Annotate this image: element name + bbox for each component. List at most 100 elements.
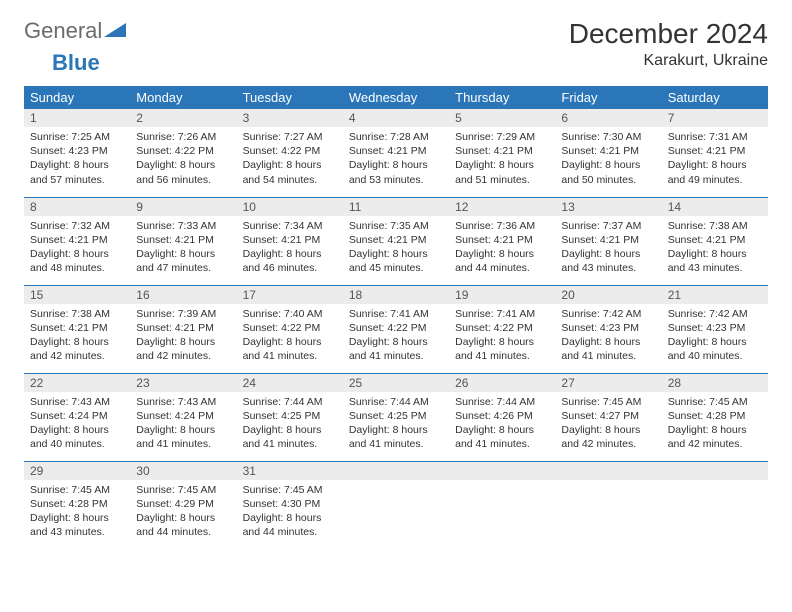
day-number: 11 [343,198,449,216]
calendar-day-cell: .. [662,461,768,549]
weekday-header: Saturday [662,86,768,109]
calendar-day-cell: 3Sunrise: 7:27 AMSunset: 4:22 PMDaylight… [237,109,343,197]
calendar-day-cell: 27Sunrise: 7:45 AMSunset: 4:27 PMDayligh… [555,373,661,461]
calendar-day-cell: 20Sunrise: 7:42 AMSunset: 4:23 PMDayligh… [555,285,661,373]
day-detail-text: Sunrise: 7:44 AMSunset: 4:25 PMDaylight:… [343,392,449,456]
day-number: . [343,462,449,480]
calendar-day-cell: 17Sunrise: 7:40 AMSunset: 4:22 PMDayligh… [237,285,343,373]
day-detail-text: Sunrise: 7:33 AMSunset: 4:21 PMDaylight:… [130,216,236,280]
day-detail-text: Sunrise: 7:43 AMSunset: 4:24 PMDaylight:… [130,392,236,456]
calendar-day-cell: 6Sunrise: 7:30 AMSunset: 4:21 PMDaylight… [555,109,661,197]
weekday-header: Tuesday [237,86,343,109]
day-number: 1 [24,109,130,127]
day-detail-text: Sunrise: 7:38 AMSunset: 4:21 PMDaylight:… [662,216,768,280]
day-detail-text: Sunrise: 7:45 AMSunset: 4:28 PMDaylight:… [24,480,130,544]
month-title: December 2024 [569,18,768,50]
brand-text-blue: Blue [52,50,100,75]
day-detail-text: Sunrise: 7:40 AMSunset: 4:22 PMDaylight:… [237,304,343,368]
day-number: 18 [343,286,449,304]
calendar-day-cell: .. [343,461,449,549]
brand-logo: General [24,18,128,44]
weekday-header: Sunday [24,86,130,109]
day-number: 28 [662,374,768,392]
calendar-week-row: 8Sunrise: 7:32 AMSunset: 4:21 PMDaylight… [24,197,768,285]
day-number: 23 [130,374,236,392]
day-number: 27 [555,374,661,392]
calendar-head: SundayMondayTuesdayWednesdayThursdayFrid… [24,86,768,109]
day-number: 10 [237,198,343,216]
weekday-header: Thursday [449,86,555,109]
day-detail-text: Sunrise: 7:35 AMSunset: 4:21 PMDaylight:… [343,216,449,280]
calendar-day-cell: .. [449,461,555,549]
day-detail-text: Sunrise: 7:41 AMSunset: 4:22 PMDaylight:… [343,304,449,368]
weekday-header: Monday [130,86,236,109]
day-number: 26 [449,374,555,392]
day-detail-text: Sunrise: 7:38 AMSunset: 4:21 PMDaylight:… [24,304,130,368]
day-number: 24 [237,374,343,392]
calendar-body: 1Sunrise: 7:25 AMSunset: 4:23 PMDaylight… [24,109,768,549]
day-detail-text: Sunrise: 7:32 AMSunset: 4:21 PMDaylight:… [24,216,130,280]
weekday-row: SundayMondayTuesdayWednesdayThursdayFrid… [24,86,768,109]
day-number: 30 [130,462,236,480]
calendar-day-cell: 11Sunrise: 7:35 AMSunset: 4:21 PMDayligh… [343,197,449,285]
day-detail-text: Sunrise: 7:29 AMSunset: 4:21 PMDaylight:… [449,127,555,191]
calendar-week-row: 22Sunrise: 7:43 AMSunset: 4:24 PMDayligh… [24,373,768,461]
day-detail-text: Sunrise: 7:37 AMSunset: 4:21 PMDaylight:… [555,216,661,280]
calendar-day-cell: 31Sunrise: 7:45 AMSunset: 4:30 PMDayligh… [237,461,343,549]
day-number: . [555,462,661,480]
day-detail-text: Sunrise: 7:34 AMSunset: 4:21 PMDaylight:… [237,216,343,280]
title-block: December 2024 Karakurt, Ukraine [569,18,768,70]
calendar-day-cell: 5Sunrise: 7:29 AMSunset: 4:21 PMDaylight… [449,109,555,197]
day-number: 31 [237,462,343,480]
day-number: . [662,462,768,480]
day-number: 19 [449,286,555,304]
calendar-day-cell: 2Sunrise: 7:26 AMSunset: 4:22 PMDaylight… [130,109,236,197]
calendar-day-cell: 9Sunrise: 7:33 AMSunset: 4:21 PMDaylight… [130,197,236,285]
calendar-table: SundayMondayTuesdayWednesdayThursdayFrid… [24,86,768,549]
calendar-day-cell: 26Sunrise: 7:44 AMSunset: 4:26 PMDayligh… [449,373,555,461]
day-number: 7 [662,109,768,127]
day-detail-text: Sunrise: 7:44 AMSunset: 4:25 PMDaylight:… [237,392,343,456]
calendar-day-cell: 1Sunrise: 7:25 AMSunset: 4:23 PMDaylight… [24,109,130,197]
calendar-day-cell: 7Sunrise: 7:31 AMSunset: 4:21 PMDaylight… [662,109,768,197]
calendar-day-cell: 23Sunrise: 7:43 AMSunset: 4:24 PMDayligh… [130,373,236,461]
calendar-day-cell: 4Sunrise: 7:28 AMSunset: 4:21 PMDaylight… [343,109,449,197]
calendar-day-cell: 14Sunrise: 7:38 AMSunset: 4:21 PMDayligh… [662,197,768,285]
day-detail-text: Sunrise: 7:45 AMSunset: 4:28 PMDaylight:… [662,392,768,456]
calendar-day-cell: 12Sunrise: 7:36 AMSunset: 4:21 PMDayligh… [449,197,555,285]
weekday-header: Friday [555,86,661,109]
calendar-day-cell: 24Sunrise: 7:44 AMSunset: 4:25 PMDayligh… [237,373,343,461]
day-number: 21 [662,286,768,304]
day-number: 6 [555,109,661,127]
day-detail-text: Sunrise: 7:45 AMSunset: 4:29 PMDaylight:… [130,480,236,544]
day-number: 13 [555,198,661,216]
calendar-day-cell: 30Sunrise: 7:45 AMSunset: 4:29 PMDayligh… [130,461,236,549]
day-detail-text: Sunrise: 7:39 AMSunset: 4:21 PMDaylight:… [130,304,236,368]
calendar-day-cell: 21Sunrise: 7:42 AMSunset: 4:23 PMDayligh… [662,285,768,373]
day-detail-text: Sunrise: 7:41 AMSunset: 4:22 PMDaylight:… [449,304,555,368]
calendar-day-cell: 15Sunrise: 7:38 AMSunset: 4:21 PMDayligh… [24,285,130,373]
day-number: 2 [130,109,236,127]
calendar-day-cell: 25Sunrise: 7:44 AMSunset: 4:25 PMDayligh… [343,373,449,461]
day-detail-text: Sunrise: 7:42 AMSunset: 4:23 PMDaylight:… [555,304,661,368]
calendar-day-cell: 18Sunrise: 7:41 AMSunset: 4:22 PMDayligh… [343,285,449,373]
day-number: 20 [555,286,661,304]
brand-text-general: General [24,18,102,44]
day-number: 9 [130,198,236,216]
weekday-header: Wednesday [343,86,449,109]
day-number: 3 [237,109,343,127]
day-detail-text: Sunrise: 7:27 AMSunset: 4:22 PMDaylight:… [237,127,343,191]
day-detail-text: Sunrise: 7:26 AMSunset: 4:22 PMDaylight:… [130,127,236,191]
calendar-day-cell: 8Sunrise: 7:32 AMSunset: 4:21 PMDaylight… [24,197,130,285]
day-number: 22 [24,374,130,392]
day-number: 16 [130,286,236,304]
calendar-week-row: 15Sunrise: 7:38 AMSunset: 4:21 PMDayligh… [24,285,768,373]
triangle-icon [104,21,126,42]
calendar-day-cell: 13Sunrise: 7:37 AMSunset: 4:21 PMDayligh… [555,197,661,285]
day-number: 5 [449,109,555,127]
day-number: 8 [24,198,130,216]
day-number: 4 [343,109,449,127]
day-detail-text: Sunrise: 7:42 AMSunset: 4:23 PMDaylight:… [662,304,768,368]
day-number: 29 [24,462,130,480]
calendar-day-cell: 22Sunrise: 7:43 AMSunset: 4:24 PMDayligh… [24,373,130,461]
